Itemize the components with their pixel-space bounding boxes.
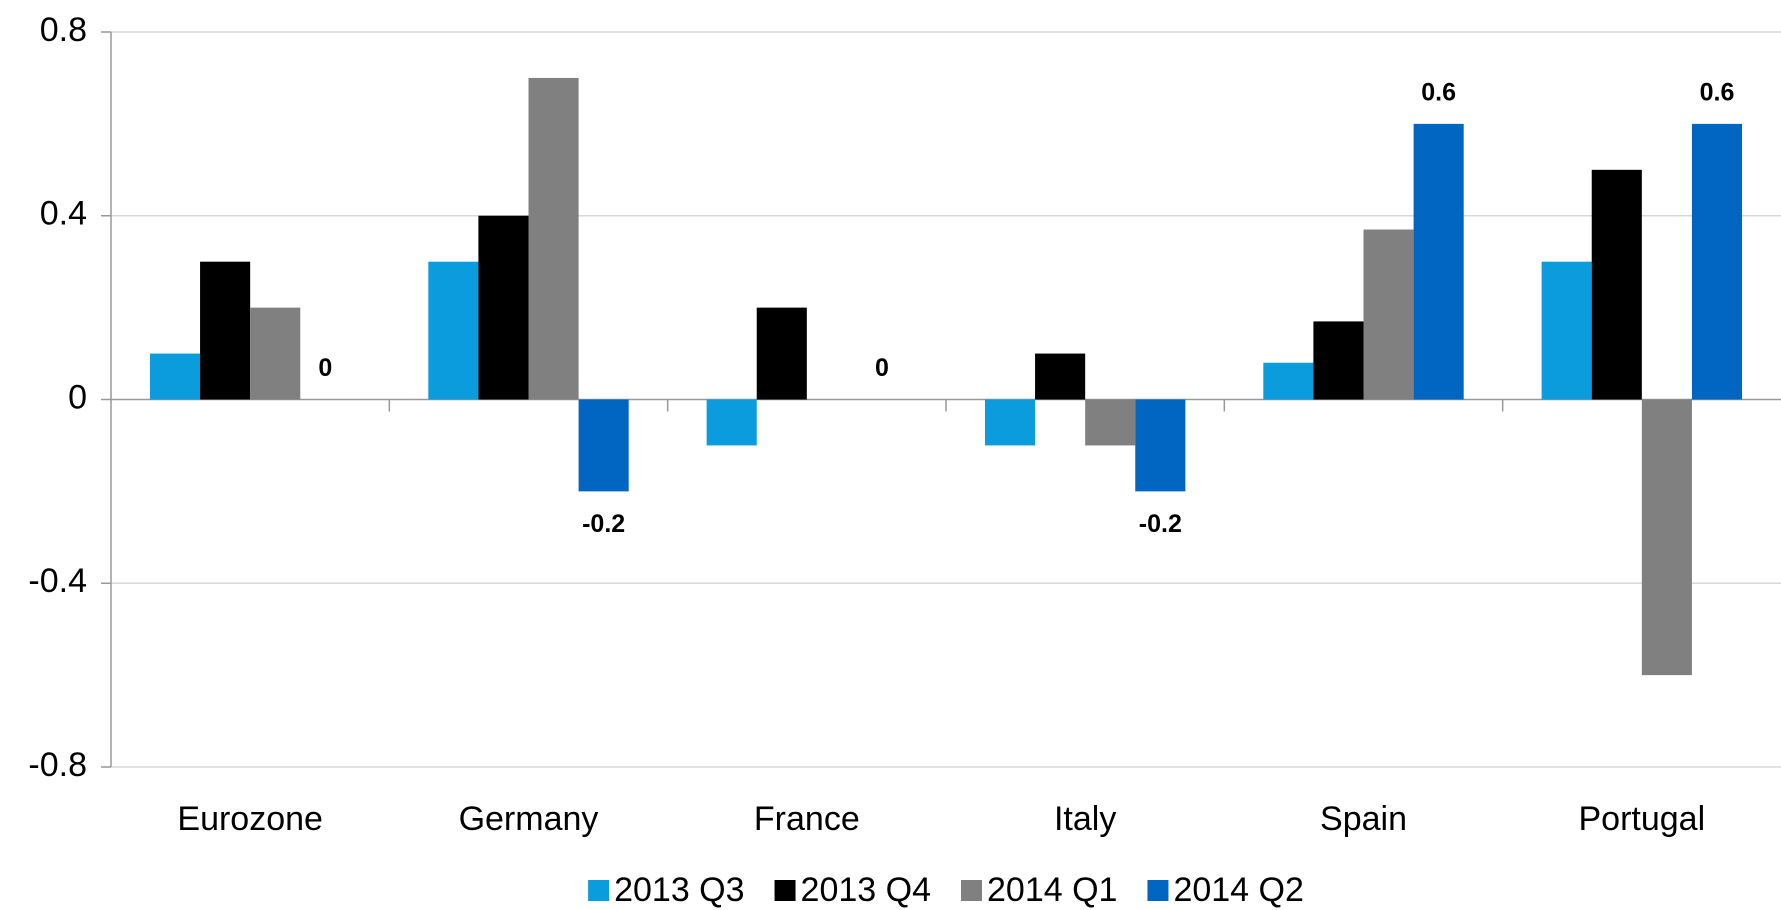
bar (1363, 229, 1414, 400)
x-tick-label: Germany (459, 800, 599, 838)
data-label: 0 (318, 354, 332, 382)
bar (1641, 399, 1692, 676)
bar (1035, 353, 1086, 400)
legend-label: 2013 Q4 (801, 871, 931, 909)
bar (1085, 399, 1136, 446)
bar (200, 261, 251, 400)
bar (478, 215, 529, 400)
legend-label: 2014 Q1 (987, 871, 1117, 909)
bar (428, 261, 479, 400)
x-tick-label: Spain (1320, 800, 1407, 838)
legend-label: 2014 Q2 (1173, 871, 1303, 909)
bar (149, 353, 201, 400)
x-tick-label: Italy (1054, 800, 1116, 838)
bar (1135, 399, 1186, 492)
x-tick-label: France (754, 800, 860, 838)
bar (578, 399, 629, 492)
legend-label: 2013 Q3 (614, 871, 744, 909)
data-label: 0.6 (1700, 78, 1735, 106)
y-tick-label: 0.4 (40, 195, 87, 233)
y-tick-label: -0.8 (28, 746, 87, 784)
legend-swatch (588, 880, 610, 901)
bar (528, 77, 579, 400)
bar (1541, 261, 1592, 400)
bar (756, 307, 807, 400)
bar (1313, 321, 1364, 400)
bar (706, 399, 757, 446)
bar (250, 307, 301, 400)
data-label: 0.6 (1421, 78, 1456, 106)
data-label: -0.2 (1139, 510, 1182, 538)
y-tick-label: -0.4 (28, 562, 87, 600)
bar (1591, 169, 1642, 400)
data-label: -0.2 (582, 510, 625, 538)
legend-swatch (774, 880, 796, 901)
y-tick-label: 0 (68, 378, 87, 416)
bar (1413, 123, 1464, 400)
legend-swatch (1147, 880, 1169, 901)
y-tick-label: 0.8 (40, 11, 87, 49)
bar (984, 399, 1036, 446)
data-label: 0 (875, 354, 889, 382)
x-tick-label: Portugal (1579, 800, 1706, 838)
bar (1263, 362, 1314, 400)
legend-swatch (961, 880, 982, 901)
bar (1691, 123, 1743, 400)
x-tick-label: Eurozone (177, 800, 323, 838)
